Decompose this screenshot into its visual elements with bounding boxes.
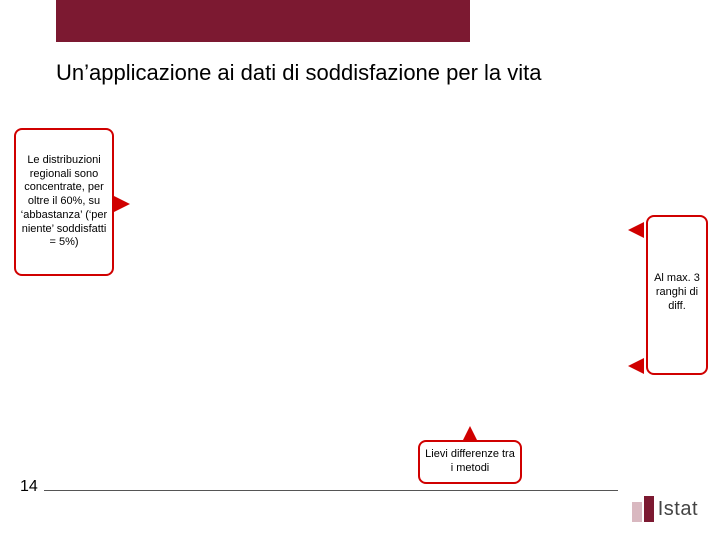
callout-bottom: Lievi differenze tra i metodi [418, 440, 522, 484]
callout-right: Al max. 3 ranghi di diff. [646, 215, 708, 375]
logo-text: Istat [658, 498, 698, 521]
istat-logo: Istat [632, 496, 698, 522]
page-number: 14 [20, 478, 38, 496]
arrow-left-icon [628, 358, 644, 374]
footer-rule [44, 490, 618, 491]
logo-bar-2 [644, 496, 654, 522]
page-title: Un’applicazione ai dati di soddisfazione… [56, 60, 542, 86]
callout-right-text: Al max. 3 ranghi di diff. [648, 272, 706, 313]
slide: Un’applicazione ai dati di soddisfazione… [0, 0, 720, 540]
logo-bar-1 [632, 502, 642, 522]
arrow-left-icon [628, 222, 644, 238]
callout-bottom-text: Lievi differenze tra i metodi [424, 448, 516, 476]
logo-mark-icon [632, 496, 654, 522]
callout-left: Le distribuzioni regionali sono concentr… [14, 128, 114, 276]
brand-bar [56, 0, 470, 42]
callout-left-text: Le distribuzioni regionali sono concentr… [20, 154, 108, 250]
arrow-up-icon [462, 426, 478, 442]
arrow-right-icon [114, 196, 130, 212]
